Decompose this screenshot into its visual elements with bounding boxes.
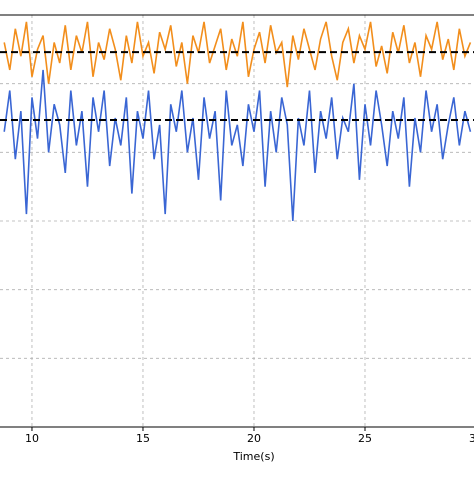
x-axis-label: Time(s) (232, 450, 274, 463)
x-tick-label: 25 (358, 432, 372, 445)
data-line (3, 69, 472, 222)
plot-frame (0, 14, 474, 428)
x-tick-label: 30 (469, 432, 474, 445)
x-tick-label: 20 (247, 432, 261, 445)
x-tick-label: 15 (136, 432, 150, 445)
x-tick-label: 10 (25, 432, 39, 445)
data-line (3, 21, 472, 88)
